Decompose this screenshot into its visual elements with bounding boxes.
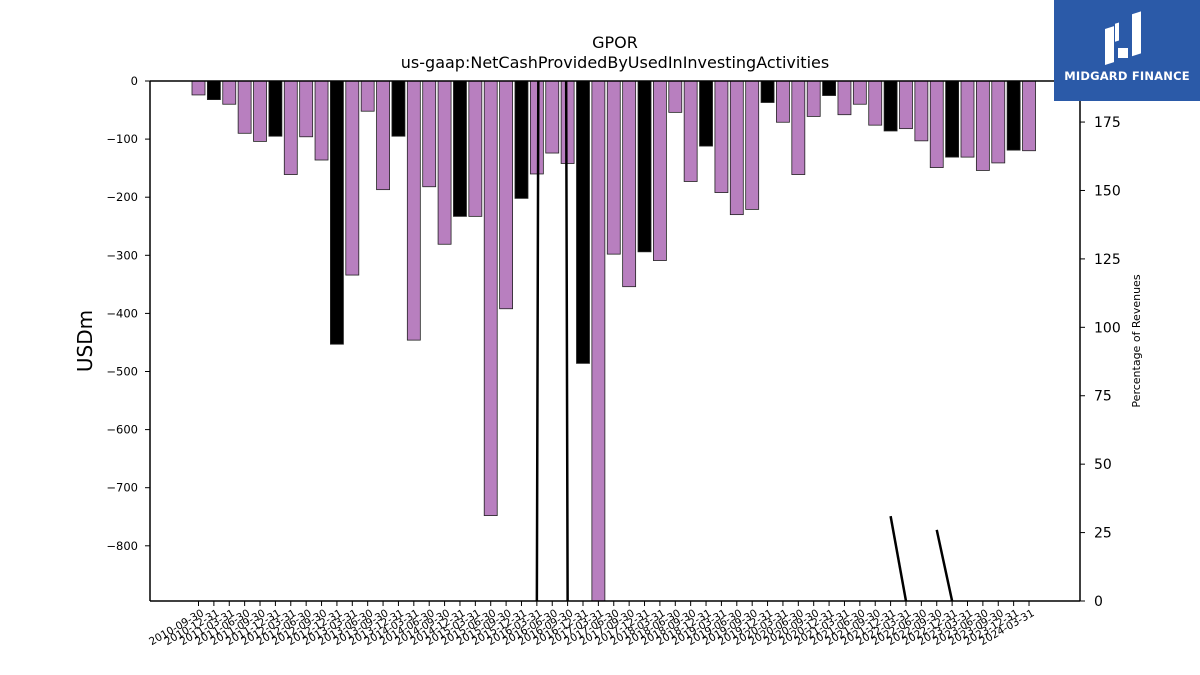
brand-mark-icon (1105, 11, 1141, 66)
bar (468, 81, 483, 217)
bar (914, 81, 929, 142)
bar (453, 81, 467, 217)
bar (222, 81, 237, 105)
bar (253, 81, 267, 142)
y2-tick-label: 25 (1094, 526, 1112, 542)
bar (945, 81, 960, 158)
bar (837, 81, 852, 116)
bar (622, 81, 637, 288)
chart-subtitle: us-gaap:NetCashProvidedByUsedInInvesting… (401, 53, 829, 72)
bar (852, 81, 867, 105)
bar (653, 81, 667, 261)
bar (668, 81, 683, 113)
bar (791, 81, 806, 175)
y-axis-label: USDm (73, 310, 97, 372)
bar (299, 81, 314, 138)
bar (822, 81, 836, 96)
bar (360, 81, 375, 112)
bar (283, 81, 298, 175)
y2-tick-label: 75 (1094, 389, 1112, 405)
y2-tick-label: 50 (1094, 457, 1112, 473)
bar (729, 81, 744, 216)
bar (975, 81, 990, 171)
bar (868, 81, 883, 126)
bar (545, 81, 560, 154)
bar (699, 81, 713, 147)
chart-title: GPOR (592, 33, 638, 52)
bar (1006, 81, 1021, 151)
bar (391, 81, 406, 137)
y-tick-label: 0 (131, 74, 138, 88)
y2-tick-label: 100 (1094, 320, 1121, 336)
bar (376, 81, 390, 191)
line-series (889, 515, 908, 601)
bar (576, 81, 590, 364)
y-tick-label: −300 (106, 248, 138, 262)
bars-group (191, 81, 1036, 601)
bar (637, 81, 652, 253)
bar (406, 81, 421, 341)
bar (683, 81, 698, 182)
bar (899, 81, 913, 130)
bar (1022, 81, 1036, 152)
y-tick-label: −100 (106, 132, 138, 146)
y2-tick-label: 175 (1094, 115, 1121, 131)
y-tick-label: −200 (106, 190, 138, 204)
y2-axis-label: Percentage of Revenues (1130, 274, 1143, 407)
y-tick-label: −700 (106, 481, 138, 495)
y-tick-label: −400 (106, 306, 138, 320)
axes-group: 0 −100 −200 −300 −400 −500 −600 −700 −800 0 25 50 75… (106, 74, 1120, 648)
brand-logo: MIDGARD FINANCE (1054, 0, 1200, 101)
bar (206, 81, 221, 100)
bar (760, 81, 775, 103)
bar (237, 81, 252, 134)
bar (591, 81, 606, 601)
bar (437, 81, 452, 245)
y2-tick-label: 0 (1094, 594, 1103, 610)
bar (929, 81, 944, 168)
y2-tick-label: 125 (1094, 252, 1121, 268)
bar (806, 81, 821, 117)
brand-logo-text: MIDGARD FINANCE (1064, 69, 1190, 83)
bar (483, 81, 498, 516)
line-series (935, 529, 954, 601)
y-tick-label: −600 (106, 423, 138, 437)
bar (991, 81, 1006, 164)
bar (514, 81, 529, 199)
bar (714, 81, 729, 193)
bar (191, 81, 206, 96)
bar (560, 81, 575, 164)
bar (499, 81, 514, 310)
bar (883, 81, 898, 132)
bar (776, 81, 790, 123)
bar (268, 81, 283, 137)
y2-tick-label: 150 (1094, 183, 1121, 199)
bar (745, 81, 760, 210)
line-group (535, 81, 954, 601)
bar (314, 81, 329, 161)
bar (606, 81, 621, 255)
bar (960, 81, 975, 158)
y-tick-label: −500 (106, 365, 138, 379)
bar (422, 81, 437, 188)
bar (330, 81, 344, 345)
y-tick-label: −800 (106, 539, 138, 553)
bar (345, 81, 360, 276)
